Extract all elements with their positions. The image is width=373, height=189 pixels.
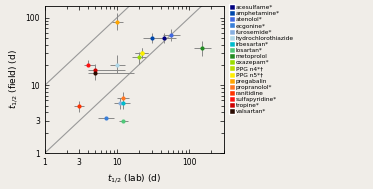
Y-axis label: $t_{1/2}$ (field) (d): $t_{1/2}$ (field) (d) <box>7 50 20 109</box>
X-axis label: $t_{1/2}$ (lab) (d): $t_{1/2}$ (lab) (d) <box>107 173 162 185</box>
Legend: acesulfame*, amphetamine*, atenolol*, ecgonine*, furosemide*, hydrochlorothiazid: acesulfame*, amphetamine*, atenolol*, ec… <box>228 3 296 117</box>
